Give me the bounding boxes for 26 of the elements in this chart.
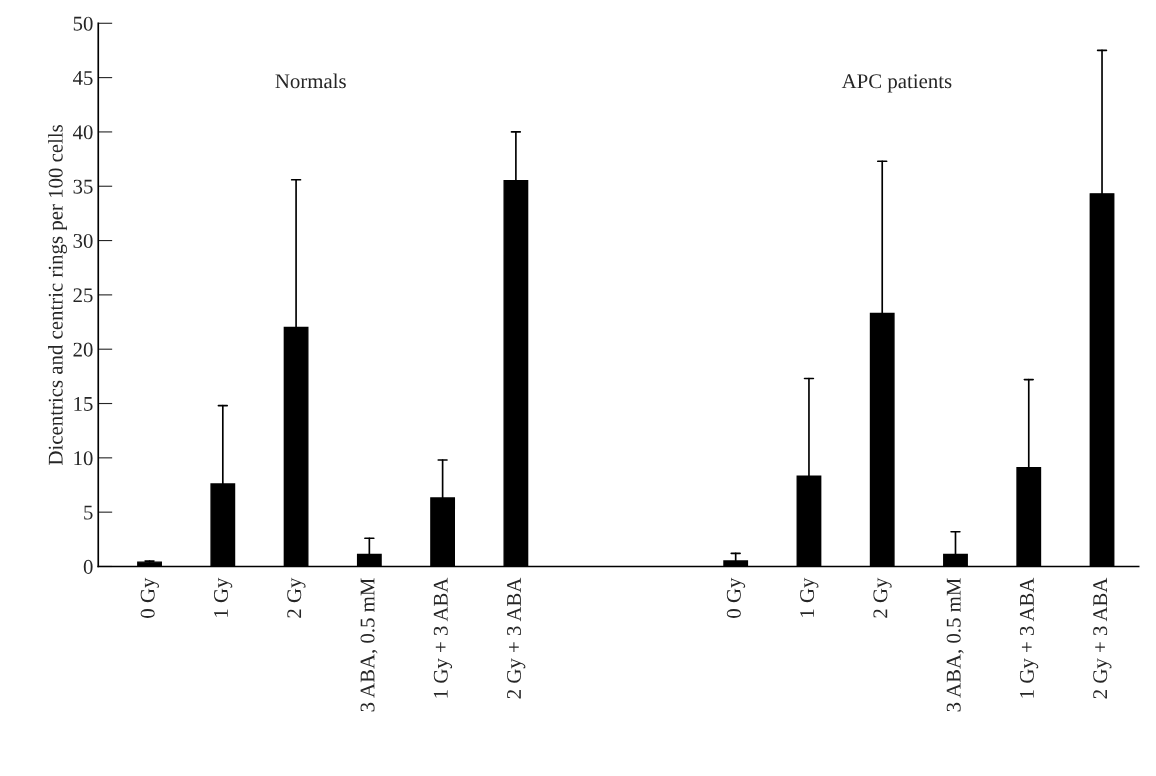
x-tick-label: 2 Gy — [287, 577, 306, 618]
y-tick-label: 45 — [72, 71, 93, 86]
y-axis-title: Dicentrics and centric rings per 100 cells — [48, 124, 68, 465]
y-tick-label: 5 — [84, 505, 93, 520]
x-tick-label: 1 Gy + 3 ABA — [1019, 577, 1039, 698]
y-tick-label: 30 — [73, 233, 93, 248]
y-tick-label: 35 — [73, 179, 93, 194]
x-tick-label: 1 Gy — [800, 577, 819, 617]
x-tick-label: 2 Gy + 3 ABA — [1093, 577, 1112, 699]
x-tick-label: 1 Gy + 3 ABA — [433, 577, 453, 698]
annotation: APC patients — [841, 74, 952, 93]
x-tick-label: 1 Gy — [213, 577, 233, 617]
x-tick-label: 3 ABA, 0.5 mM — [360, 578, 378, 712]
y-tick-label: 25 — [73, 288, 93, 303]
x-tick-label: 2 Gy + 3 ABA — [507, 577, 526, 699]
x-tick-label: 2 Gy — [873, 577, 892, 618]
annotation: Normals — [275, 73, 346, 89]
y-tick-label: 0 — [83, 559, 93, 574]
y-tick-label: 10 — [74, 451, 93, 466]
x-tick-label: 3 ABA, 0.5 mM — [946, 578, 964, 712]
y-tick-label: 20 — [73, 342, 93, 357]
y-tick-label: 15 — [74, 396, 93, 411]
x-tick-label: 0 Gy — [140, 577, 159, 618]
y-tick-label: 50 — [73, 16, 93, 31]
x-tick-label: 0 Gy — [726, 577, 746, 618]
y-tick-label: 40 — [72, 125, 93, 140]
